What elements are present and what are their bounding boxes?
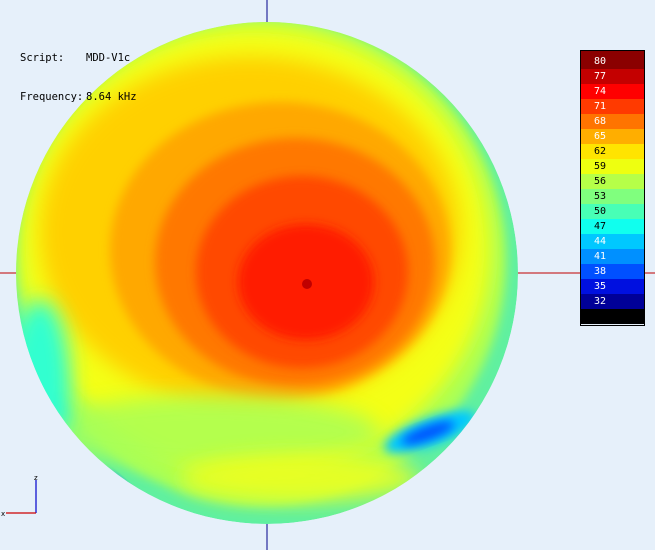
axis-gizmo: z x <box>1 474 38 518</box>
legend-band-label: 32 <box>594 296 607 307</box>
legend-band-label: 71 <box>594 101 607 112</box>
legend-band-label: 50 <box>594 206 607 217</box>
legend-band-label: 68 <box>594 116 607 127</box>
script-value: MDD-V1c <box>86 52 131 64</box>
legend-band: 77 <box>581 69 644 84</box>
legend-band: 44 <box>581 234 644 249</box>
legend-band: 65 <box>581 129 644 144</box>
legend-band: 35 <box>581 279 644 294</box>
script-key: Script: <box>20 52 65 64</box>
legend-band-label: 77 <box>594 71 607 82</box>
legend-band: 80 <box>581 54 644 69</box>
legend-band: 53 <box>581 189 644 204</box>
legend-band: 41 <box>581 249 644 264</box>
center-marker <box>302 279 312 289</box>
legend-band-label: 65 <box>594 131 607 142</box>
legend-band-label: 59 <box>594 161 607 172</box>
legend-top-cap <box>581 51 644 54</box>
axis-z-label: z <box>34 474 38 482</box>
script-row: Script: MDD-V1c <box>20 52 137 65</box>
legend-band <box>581 309 644 324</box>
legend-band-label: 74 <box>594 86 607 97</box>
axis-x-label: x <box>1 510 5 518</box>
legend-band-label: 47 <box>594 221 607 232</box>
legend-band: 32 <box>581 294 644 309</box>
frequency-value: 8.64 kHz <box>86 91 137 103</box>
legend-band: 47 <box>581 219 644 234</box>
legend-band: 68 <box>581 114 644 129</box>
legend-band: 59 <box>581 159 644 174</box>
color-legend: 80 77 74 71 68 65 62 59 56 53 50 47 44 41 38 35 32 <box>580 50 645 326</box>
legend-band: 71 <box>581 99 644 114</box>
legend-band-label: 41 <box>594 251 607 262</box>
frequency-row: Frequency: 8.64 kHz <box>20 91 137 104</box>
legend-band: 38 <box>581 264 644 279</box>
legend-band-label: 38 <box>594 266 607 277</box>
legend-band: 62 <box>581 144 644 159</box>
legend-band-label: 62 <box>594 146 607 157</box>
legend-band-label: 80 <box>594 56 607 67</box>
legend-band-label: 44 <box>594 236 607 247</box>
legend-band: 50 <box>581 204 644 219</box>
legend-band-label: 53 <box>594 191 607 202</box>
frequency-key: Frequency: <box>20 91 84 103</box>
legend-band: 74 <box>581 84 644 99</box>
legend-band-label: 56 <box>594 176 607 187</box>
info-overlay: Script: MDD-V1c Frequency: 8.64 kHz <box>20 26 137 130</box>
legend-band-label: 35 <box>594 281 607 292</box>
legend-band: 56 <box>581 174 644 189</box>
